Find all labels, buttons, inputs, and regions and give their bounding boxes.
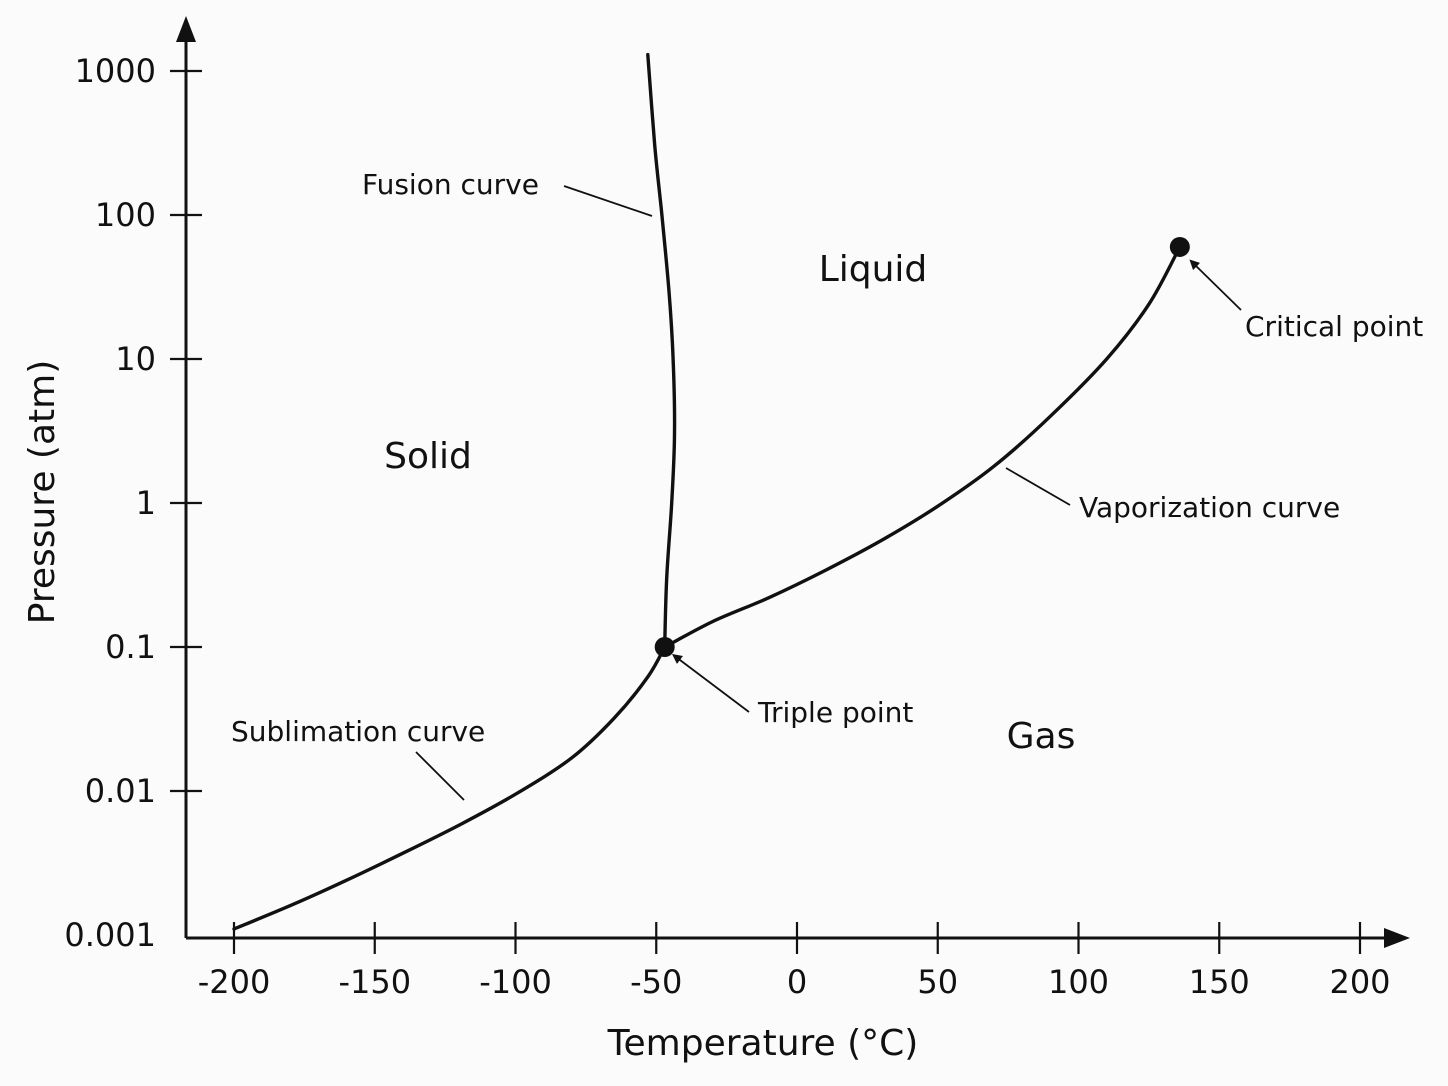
vaporization-curve-leader <box>1005 467 1071 506</box>
region-label-solid: Solid <box>384 436 472 477</box>
y-axis-arrow <box>176 16 196 42</box>
triple-point-arrow <box>672 653 750 713</box>
sublimation-curve-leader <box>415 751 465 801</box>
fusion-curve-label: Fusion curve <box>362 168 539 201</box>
x-tick-label: 100 <box>1048 963 1109 1001</box>
y-tick-label: 1 <box>136 484 156 522</box>
sublimation-curve-label: Sublimation curve <box>231 715 485 748</box>
y-tick-label: 100 <box>95 196 156 234</box>
x-ticks: -200 -150 -100 -50 0 50 100 150 200 <box>198 922 1391 1001</box>
x-axis-title: Temperature (°C) <box>607 1023 919 1064</box>
x-axis-arrow <box>1384 928 1410 948</box>
axes <box>176 16 1410 948</box>
y-tick-label: 1000 <box>75 52 156 90</box>
x-tick-label: -100 <box>479 963 552 1001</box>
y-tick-label: 10 <box>115 340 156 378</box>
annotations: Fusion curve Vaporization curve Sublimat… <box>231 168 1423 801</box>
x-tick-label: 0 <box>787 963 807 1001</box>
critical-point-arrow <box>1189 259 1242 311</box>
critical-point-label: Critical point <box>1245 310 1423 343</box>
triple-point-marker <box>654 637 675 657</box>
triple-point-label: Triple point <box>757 696 913 729</box>
x-tick-label: -50 <box>630 963 682 1001</box>
x-tick-label: 50 <box>917 963 958 1001</box>
sublimation-curve <box>232 645 667 931</box>
special-points <box>654 236 1190 657</box>
x-tick-label: 150 <box>1189 963 1250 1001</box>
phase-curves <box>232 52 1182 931</box>
x-tick-label: 200 <box>1329 963 1390 1001</box>
y-ticks: 0.001 0.01 0.1 1 10 100 1000 <box>64 52 202 954</box>
x-tick-label: -200 <box>198 963 271 1001</box>
y-tick-label: 0.001 <box>64 916 156 954</box>
fusion-curve <box>646 52 677 649</box>
y-axis-title: Pressure (atm) <box>22 360 63 625</box>
region-label-gas: Gas <box>1007 716 1076 757</box>
vaporization-curve-label: Vaporization curve <box>1079 491 1340 524</box>
region-label-liquid: Liquid <box>819 249 928 290</box>
critical-point-marker <box>1169 236 1190 257</box>
y-tick-label: 0.01 <box>85 772 156 810</box>
fusion-curve-leader <box>563 185 653 217</box>
x-tick-label: -150 <box>338 963 411 1001</box>
vaporization-curve <box>663 245 1182 649</box>
y-tick-label: 0.1 <box>105 628 156 666</box>
